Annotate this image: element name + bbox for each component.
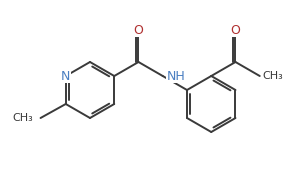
Text: CH₃: CH₃ (13, 113, 34, 123)
Text: N: N (61, 70, 70, 83)
Text: O: O (231, 23, 241, 36)
Text: O: O (133, 23, 143, 36)
Text: NH: NH (167, 70, 185, 83)
Text: CH₃: CH₃ (263, 71, 283, 81)
